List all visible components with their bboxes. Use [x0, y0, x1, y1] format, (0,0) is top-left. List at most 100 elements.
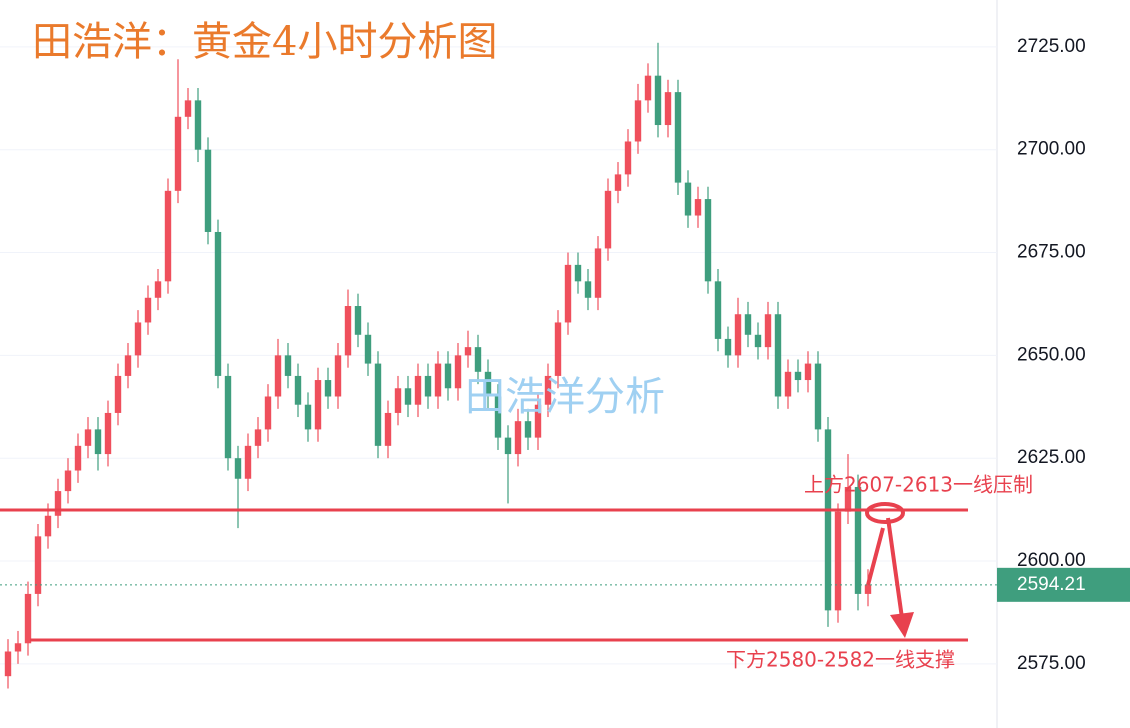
candle-body: [764, 314, 772, 348]
candle-body: [804, 363, 812, 381]
annotation: 下方2580-2582一线支撑: [726, 648, 955, 672]
candle-body: [404, 388, 412, 405]
candle-body: [34, 536, 42, 594]
candle-body: [474, 347, 482, 372]
candle-body: [794, 371, 802, 381]
candle-body: [204, 149, 212, 232]
arrows: [866, 517, 914, 638]
candle-body: [494, 396, 502, 438]
candle-body: [304, 404, 312, 430]
candle-body: [384, 412, 392, 446]
candle-body: [354, 306, 362, 335]
candle-body: [654, 75, 662, 126]
candle-body: [224, 375, 232, 459]
candle-body: [444, 363, 452, 389]
candle-body: [74, 445, 82, 471]
chart-title: 田浩洋：黄金4小时分析图: [32, 19, 497, 65]
candle-body: [484, 371, 492, 397]
arrow-head: [890, 612, 914, 638]
candle-body: [414, 375, 422, 405]
candle-body: [174, 116, 182, 191]
candle-body: [114, 375, 122, 413]
candle-body: [854, 486, 862, 594]
candle-body: [254, 429, 262, 446]
candle-body: [514, 421, 522, 455]
annotation: 上方2607-2613一线压制: [804, 473, 1033, 497]
candle-body: [624, 141, 632, 175]
candle-body: [454, 355, 462, 389]
y-tick-label: 2575.00: [1017, 653, 1086, 674]
candle-body: [124, 355, 132, 376]
candle-body: [464, 347, 472, 356]
candle-body: [164, 190, 172, 282]
watermark: 田浩洋分析: [465, 374, 665, 420]
candle-body: [424, 375, 432, 397]
y-tick-label: 2700.00: [1017, 139, 1086, 160]
candle-body: [814, 363, 822, 430]
candle-body: [364, 334, 372, 364]
candle-body: [614, 174, 622, 191]
candle-body: [504, 437, 512, 455]
last-price-box: [997, 567, 1130, 602]
candle-body: [284, 355, 292, 376]
candle-body: [704, 199, 712, 282]
highlight-ellipse: [865, 502, 905, 524]
candle-body: [244, 445, 252, 479]
candle-body: [144, 297, 152, 323]
candle-body: [644, 75, 652, 101]
last-price-label: 2594.21: [1017, 574, 1086, 595]
y-tick-label: 2650.00: [1017, 344, 1086, 365]
candle-body: [134, 322, 142, 356]
candle-body: [64, 470, 72, 492]
y-tick-label: 2675.00: [1017, 242, 1086, 263]
candle-body: [534, 404, 542, 438]
candle-body: [664, 92, 672, 126]
candle-body: [694, 199, 702, 216]
candle-body: [104, 412, 112, 455]
candle-body: [184, 100, 192, 117]
candle-body: [784, 371, 792, 397]
candle-body: [324, 380, 332, 397]
candle-body: [554, 322, 562, 376]
candle-body: [684, 182, 692, 216]
candle-body: [774, 314, 782, 397]
candle-body: [574, 264, 582, 282]
candle-body: [754, 334, 762, 348]
candle-body: [194, 100, 202, 150]
candle-body: [564, 264, 572, 323]
candle-body: [84, 429, 92, 446]
candle-body: [214, 231, 222, 376]
candle-body: [834, 511, 842, 611]
candle-body: [234, 458, 242, 479]
candle-body: [724, 338, 732, 356]
arrow-up: [866, 527, 885, 586]
y-axis: 2575.00 2600.00 2625.00 2650.00 2675.00 2700.…: [997, 36, 1130, 674]
candle-body: [634, 100, 642, 142]
candle-body: [14, 643, 22, 652]
candle-body: [94, 429, 102, 455]
levels: [0, 508, 997, 642]
candle-body: [374, 363, 382, 446]
candle-body: [674, 92, 682, 183]
candle-body: [604, 190, 612, 249]
candle-body: [744, 314, 752, 335]
candle-body: [24, 593, 32, 644]
candle-body: [864, 584, 872, 594]
candle-body: [274, 355, 282, 397]
candle-body: [314, 380, 322, 430]
candle-body: [594, 248, 602, 298]
candle-body: [544, 375, 552, 405]
candle-body: [434, 363, 442, 397]
candle-body: [54, 491, 62, 516]
candle-body: [264, 396, 272, 430]
y-tick-label: 2725.00: [1017, 36, 1086, 57]
candles: [4, 42, 872, 689]
y-tick-label: 2600.00: [1017, 550, 1086, 571]
candle-body: [524, 421, 532, 438]
candle-body: [394, 388, 402, 413]
candle-body: [584, 281, 592, 298]
candle-body: [4, 651, 12, 677]
y-tick-label: 2625.00: [1017, 447, 1086, 468]
